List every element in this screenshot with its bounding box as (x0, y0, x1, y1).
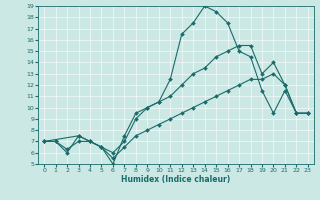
X-axis label: Humidex (Indice chaleur): Humidex (Indice chaleur) (121, 175, 231, 184)
